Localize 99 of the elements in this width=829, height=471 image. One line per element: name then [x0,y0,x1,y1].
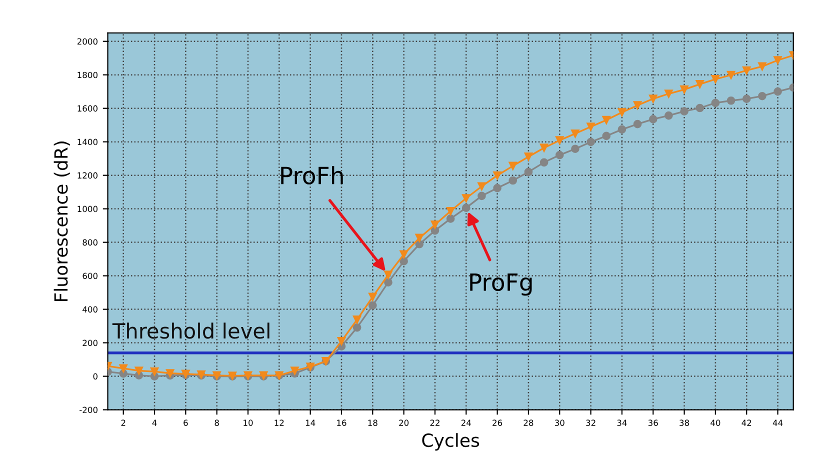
x-tick-label: 20 [399,420,409,426]
point [134,366,144,375]
point [462,204,470,212]
point [633,101,642,110]
point [446,214,455,223]
point [696,80,704,88]
point [602,132,611,140]
point [711,75,720,84]
point [758,62,766,71]
point [555,136,564,144]
point [540,158,548,167]
x-tick-label: 10 [244,420,253,426]
point [368,301,377,310]
point [508,162,518,170]
point [430,220,440,229]
point [415,234,424,242]
point [524,152,533,161]
y-tick-label: 1400 [78,138,98,146]
x-tick-label: 18 [368,420,378,426]
point [618,125,626,134]
point [524,168,533,176]
point [493,171,502,180]
x-tick-label: 6 [184,420,188,426]
point [478,192,486,200]
y-tick-label: 0 [93,373,98,380]
point [119,364,128,373]
y-tick-label: 600 [82,272,98,280]
point [664,90,673,98]
x-tick-label: 26 [492,420,502,426]
x-tick-label: 40 [710,420,720,426]
x-tick-label: 24 [461,420,471,426]
x-tick-label: 44 [772,420,783,426]
point [742,94,751,103]
y-tick-label: 2000 [77,38,98,45]
x-tick-label: 22 [430,420,440,426]
point [726,70,736,80]
annotation: ProFg [470,273,532,296]
point [400,250,408,259]
point [664,111,673,120]
point [540,144,548,152]
point [478,182,486,191]
point [571,144,580,154]
point [648,94,658,103]
point [446,206,455,216]
point [758,92,766,100]
point [352,323,362,332]
point [571,129,580,138]
x-tick-label: 34 [617,420,627,426]
x-tick-label: 2 [121,420,126,426]
point [555,150,564,160]
x-tick-label: 12 [274,420,284,426]
x-tick-label: 4 [152,420,157,426]
point [774,56,782,64]
y-axis-title: Fluorescence (dR) [54,142,70,301]
x-tick-label: 28 [524,420,534,426]
point [166,369,174,378]
point [633,120,642,128]
point [742,66,751,75]
point [680,107,688,116]
y-tick-label: 1800 [78,72,98,78]
point [602,116,611,124]
x-tick-label: 42 [742,420,752,426]
point [352,316,362,324]
point [648,115,658,124]
point [586,122,595,131]
x-tick-label: 38 [680,420,690,426]
y-tick-label: 400 [82,306,98,313]
y-tick-label: 800 [82,239,98,246]
point [774,87,782,96]
point [384,278,392,286]
point [462,194,470,202]
x-tick-label: 30 [554,420,564,426]
x-tick-label: 14 [306,420,316,426]
point [508,176,518,185]
point [618,108,626,117]
x-tick-label: 36 [648,420,658,426]
x-tick-label: 32 [586,420,596,426]
point [290,366,299,375]
x-tick-label: 16 [337,420,346,426]
point [337,336,346,346]
point [150,367,159,376]
x-tick-label: 8 [214,420,219,426]
point [711,98,720,108]
point [368,292,377,302]
ref-line-label: Threshold level [112,322,270,339]
point [400,257,408,266]
point [680,85,688,94]
y-tick-label: -200 [80,406,98,414]
annotation: ProFh [281,166,343,184]
point [586,138,595,146]
point [696,104,704,112]
y-tick-label: 1000 [78,206,98,212]
point [726,96,736,105]
y-tick-label: 200 [82,340,98,346]
point [384,270,392,279]
x-axis-title: Cycles [422,433,480,451]
point [493,184,502,192]
y-tick-label: 1200 [78,172,98,179]
y-tick-label: 1600 [78,105,98,112]
